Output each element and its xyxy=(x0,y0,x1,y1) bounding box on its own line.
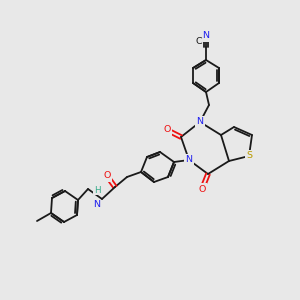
Text: O: O xyxy=(198,184,206,194)
Text: N: N xyxy=(94,200,100,209)
Text: N: N xyxy=(196,118,203,127)
Text: H: H xyxy=(94,186,100,195)
Text: O: O xyxy=(163,125,171,134)
Text: O: O xyxy=(103,172,111,181)
Text: N: N xyxy=(185,155,193,164)
Text: C: C xyxy=(195,37,202,46)
Text: N: N xyxy=(202,32,209,40)
Text: S: S xyxy=(246,152,252,160)
